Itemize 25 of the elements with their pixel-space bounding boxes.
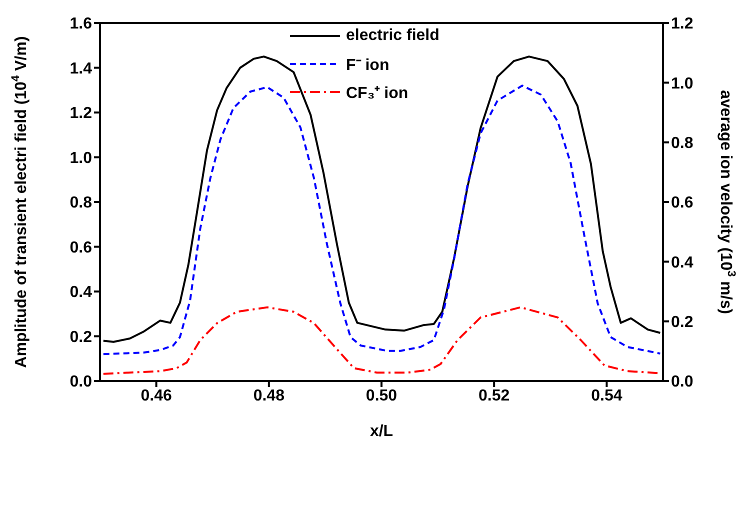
y-tick-label: 1.2 <box>70 105 92 122</box>
x-tick-label: 0.46 <box>140 387 172 404</box>
y2-tick-label: 0.8 <box>671 135 694 152</box>
x-tick-label: 0.54 <box>591 387 622 404</box>
x-tick-label: 0.50 <box>366 387 398 404</box>
y-tick-label: 0.6 <box>70 239 92 256</box>
x-tick-label: 0.48 <box>253 387 285 404</box>
y2-tick-label: 1.2 <box>671 16 694 33</box>
y-tick-label: 0.4 <box>70 284 92 302</box>
y-tick-label: 0.8 <box>70 194 92 212</box>
legend-label: electric field <box>346 27 440 45</box>
y2-tick-label: 0.0 <box>671 374 694 391</box>
y-tick-label: 0.2 <box>70 328 92 346</box>
legend-label: CF₃⁺ ion <box>346 84 408 103</box>
x-axis-title: x/L <box>370 423 394 440</box>
y-tick-label: 0.0 <box>70 374 92 391</box>
y-tick-label: 1.4 <box>70 60 92 78</box>
y2-tick-label: 1.0 <box>671 75 694 92</box>
legend-label: F⁻ ion <box>346 56 390 75</box>
x-tick-label: 0.52 <box>478 387 510 404</box>
y2-tick-label: 0.2 <box>671 314 694 332</box>
y2-tick-label: 0.6 <box>671 194 694 212</box>
y-tick-label: 1.6 <box>70 16 92 33</box>
y-tick-label: 1.0 <box>70 150 92 167</box>
y2-tick-label: 0.4 <box>671 254 694 272</box>
